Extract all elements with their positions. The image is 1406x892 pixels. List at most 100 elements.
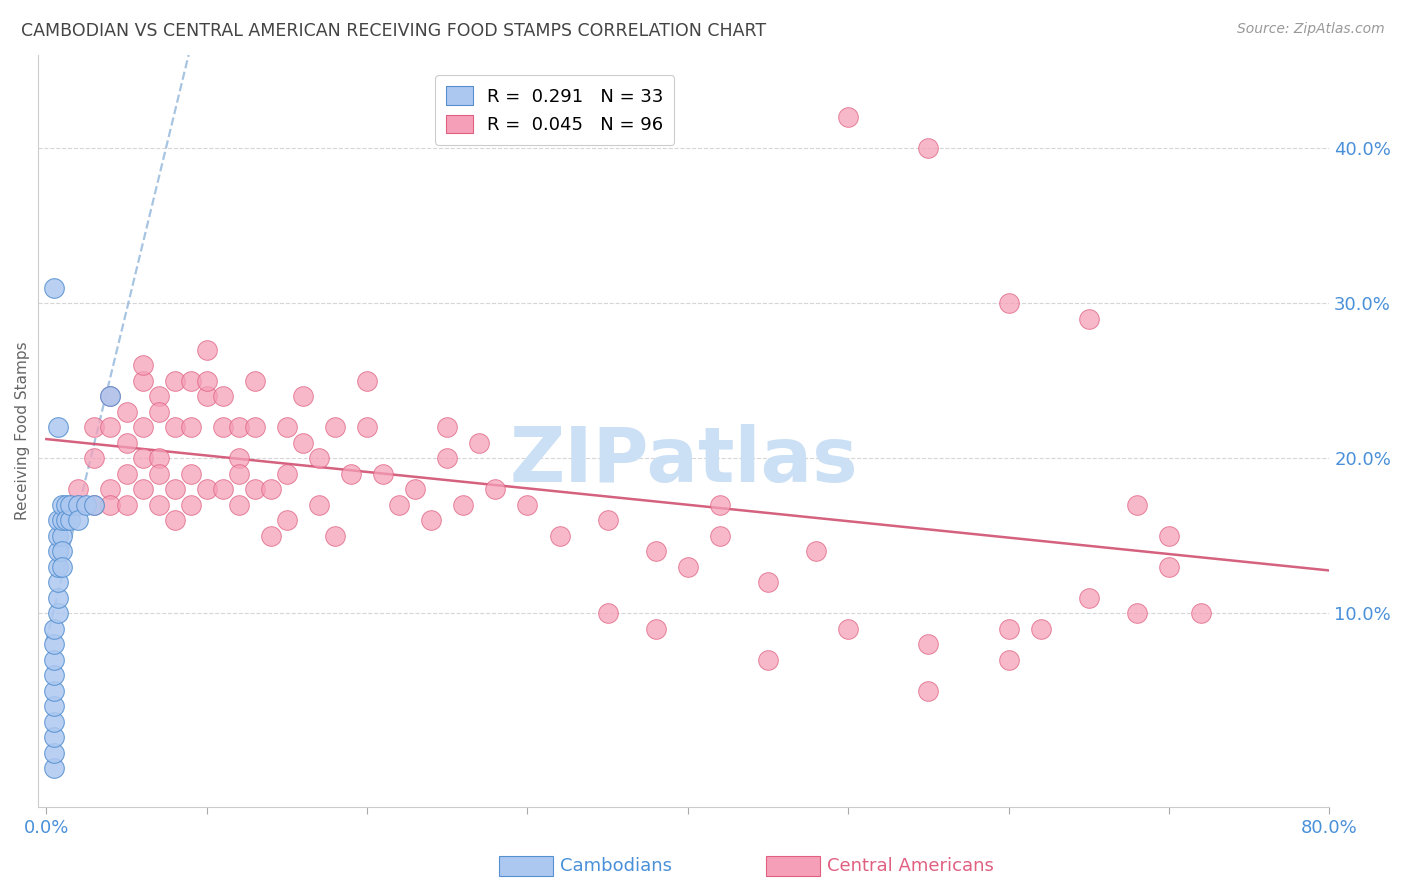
Point (67, 498, 90, 512)
Point (468, 435, 491, 450)
Point (917, 637, 939, 651)
Point (195, 482, 218, 496)
Point (131, 358, 153, 372)
Point (44, 622, 66, 636)
Point (356, 420, 378, 434)
Point (100, 389, 122, 403)
Point (46, 591, 69, 605)
Point (243, 420, 266, 434)
Point (51, 513, 73, 527)
Point (131, 451, 153, 466)
Point (709, 498, 731, 512)
Point (115, 467, 138, 481)
Y-axis label: Receiving Food Stamps: Receiving Food Stamps (15, 342, 30, 520)
Point (44, 731, 66, 745)
Point (436, 420, 458, 434)
Point (228, 467, 250, 481)
Point (228, 420, 250, 434)
Point (917, 141, 939, 155)
Point (195, 374, 218, 388)
Point (676, 559, 699, 574)
Point (453, 498, 475, 512)
Point (211, 389, 233, 403)
Point (44, 714, 66, 729)
Point (596, 607, 619, 621)
Point (1029, 622, 1052, 636)
Point (548, 529, 571, 543)
Point (228, 498, 250, 512)
Point (44, 653, 66, 667)
Text: CAMBODIAN VS CENTRAL AMERICAN RECEIVING FOOD STAMPS CORRELATION CHART: CAMBODIAN VS CENTRAL AMERICAN RECEIVING … (21, 22, 766, 40)
Point (709, 529, 731, 543)
Point (1126, 498, 1149, 512)
Point (46, 559, 69, 574)
Point (163, 420, 186, 434)
Point (1157, 559, 1180, 574)
Point (46, 513, 69, 527)
Point (420, 513, 443, 527)
Point (115, 435, 138, 450)
Point (1077, 591, 1099, 605)
Point (211, 482, 233, 496)
Point (67, 513, 90, 527)
Point (148, 498, 170, 512)
Point (291, 389, 314, 403)
Text: Source: ZipAtlas.com: Source: ZipAtlas.com (1237, 22, 1385, 37)
Point (243, 374, 266, 388)
Point (804, 544, 827, 558)
Point (1157, 529, 1180, 543)
Point (323, 529, 346, 543)
Point (180, 467, 202, 481)
Point (291, 435, 314, 450)
Point (163, 513, 186, 527)
Point (180, 374, 202, 388)
Point (59, 513, 82, 527)
Point (115, 498, 138, 512)
Point (44, 746, 66, 760)
Point (260, 482, 283, 496)
Point (1077, 311, 1099, 326)
Point (46, 529, 69, 543)
Point (131, 374, 153, 388)
Point (837, 110, 859, 124)
Point (100, 420, 122, 434)
Point (228, 451, 250, 466)
Point (243, 482, 266, 496)
Point (46, 420, 69, 434)
Point (148, 389, 170, 403)
Point (55, 513, 77, 527)
Point (131, 420, 153, 434)
Point (44, 683, 66, 698)
Point (51, 529, 73, 543)
Point (46, 607, 69, 621)
Point (75, 498, 97, 512)
Point (115, 405, 138, 419)
Text: Central Americans: Central Americans (827, 857, 994, 875)
Point (100, 482, 122, 496)
Text: Cambodians: Cambodians (560, 857, 672, 875)
Point (323, 420, 346, 434)
Point (148, 467, 170, 481)
Point (276, 420, 298, 434)
Point (371, 467, 394, 481)
Point (276, 467, 298, 481)
Point (180, 498, 202, 512)
Point (67, 498, 90, 512)
Point (756, 653, 779, 667)
Point (837, 622, 859, 636)
Point (51, 544, 73, 558)
Point (51, 559, 73, 574)
Point (644, 622, 666, 636)
Point (83, 498, 105, 512)
Point (917, 683, 939, 698)
Point (46, 575, 69, 590)
Point (67, 482, 90, 496)
Point (148, 451, 170, 466)
Point (484, 482, 506, 496)
Point (1189, 607, 1212, 621)
Point (436, 451, 458, 466)
Point (1126, 607, 1149, 621)
Point (195, 389, 218, 403)
Point (997, 622, 1019, 636)
Point (131, 482, 153, 496)
